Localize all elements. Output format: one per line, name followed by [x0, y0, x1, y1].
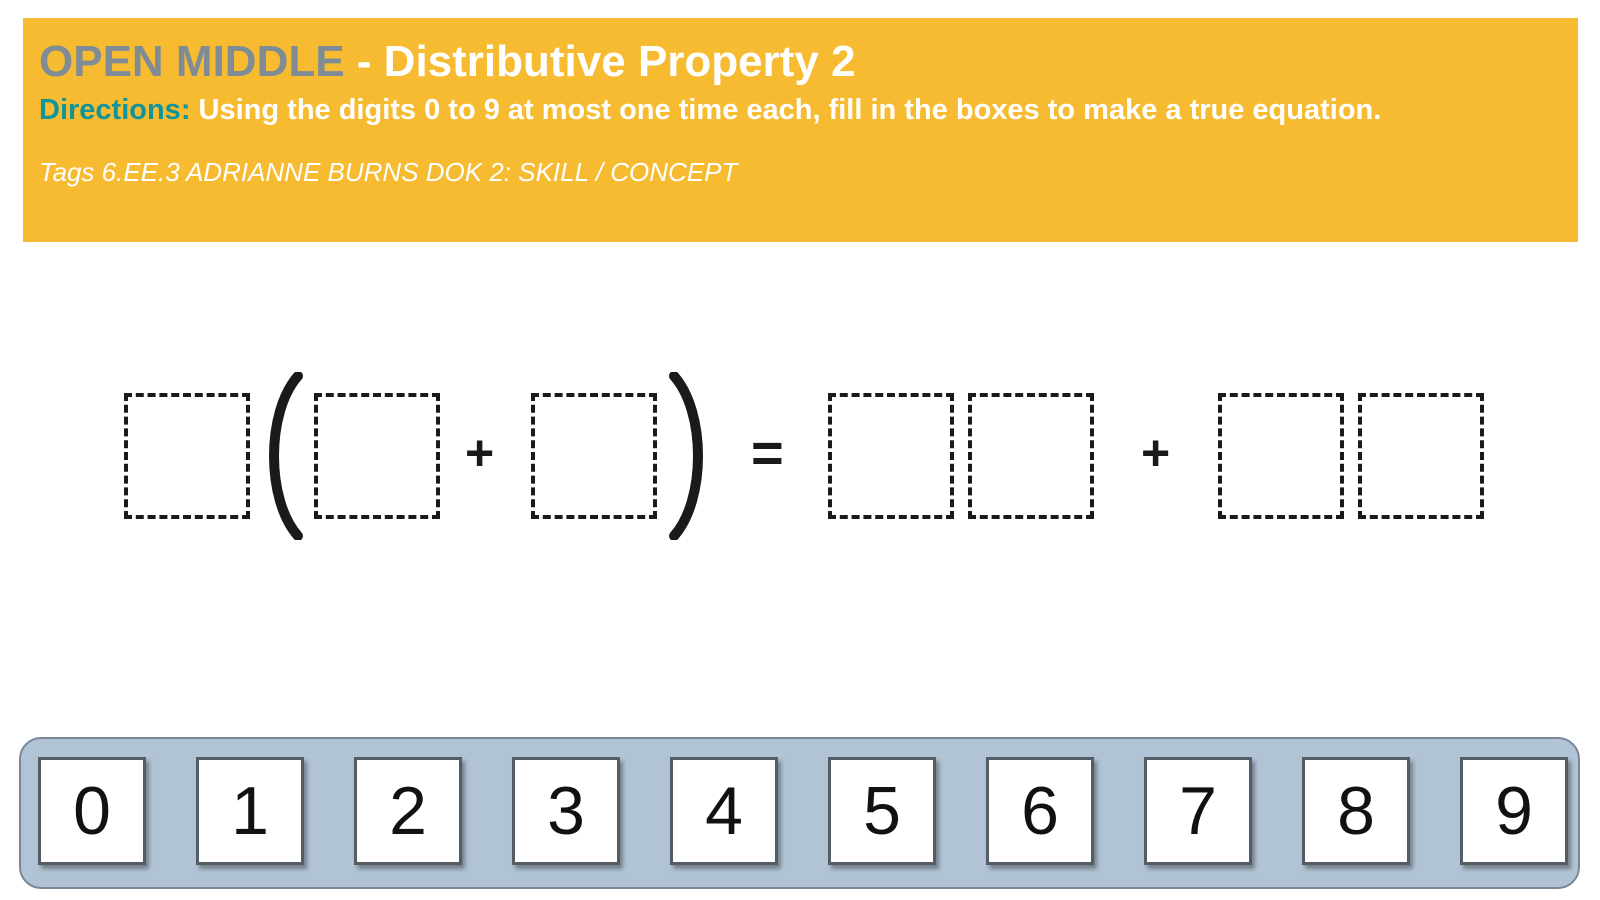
- answer-box-term-2-tens[interactable]: [1218, 393, 1344, 519]
- directions-label: Directions:: [39, 94, 191, 126]
- digit-tile-4[interactable]: 4: [670, 757, 778, 865]
- answer-box-term-2-ones[interactable]: [1358, 393, 1484, 519]
- digit-tile-0[interactable]: 0: [38, 757, 146, 865]
- answer-box-term-1-tens[interactable]: [828, 393, 954, 519]
- digit-tile-8[interactable]: 8: [1302, 757, 1410, 865]
- left-parenthesis: [269, 372, 303, 540]
- directions: Directions: Using the digits 0 to 9 at m…: [39, 90, 1479, 130]
- digit-tile-3[interactable]: 3: [512, 757, 620, 865]
- answer-box-addend-2[interactable]: [531, 393, 657, 519]
- page-title: OPEN MIDDLE - Distributive Property 2: [39, 36, 1562, 88]
- problem-header: OPEN MIDDLE - Distributive Property 2 Di…: [23, 18, 1578, 242]
- digit-tile-1[interactable]: 1: [196, 757, 304, 865]
- digit-tile-6[interactable]: 6: [986, 757, 1094, 865]
- answer-box-addend-1[interactable]: [314, 393, 440, 519]
- title-brand: OPEN MIDDLE: [39, 37, 345, 86]
- right-parenthesis: [669, 372, 703, 540]
- digit-tile-5[interactable]: 5: [828, 757, 936, 865]
- digit-tile-2[interactable]: 2: [354, 757, 462, 865]
- plus-sign-outer: +: [1141, 425, 1171, 481]
- digit-bank: 0 1 2 3 4 5 6 7 8 9: [19, 737, 1580, 889]
- directions-text: Using the digits 0 to 9 at most one time…: [190, 94, 1382, 126]
- digit-tile-9[interactable]: 9: [1460, 757, 1568, 865]
- answer-box-multiplier[interactable]: [124, 393, 250, 519]
- digit-tile-7[interactable]: 7: [1144, 757, 1252, 865]
- equals-sign: =: [751, 421, 784, 484]
- plus-sign-inner: +: [465, 425, 495, 481]
- title-problem-name: - Distributive Property 2: [344, 37, 856, 86]
- answer-box-term-1-ones[interactable]: [968, 393, 1094, 519]
- tags-line: Tags 6.EE.3 ADRIANNE BURNS DOK 2: SKILL …: [39, 157, 738, 187]
